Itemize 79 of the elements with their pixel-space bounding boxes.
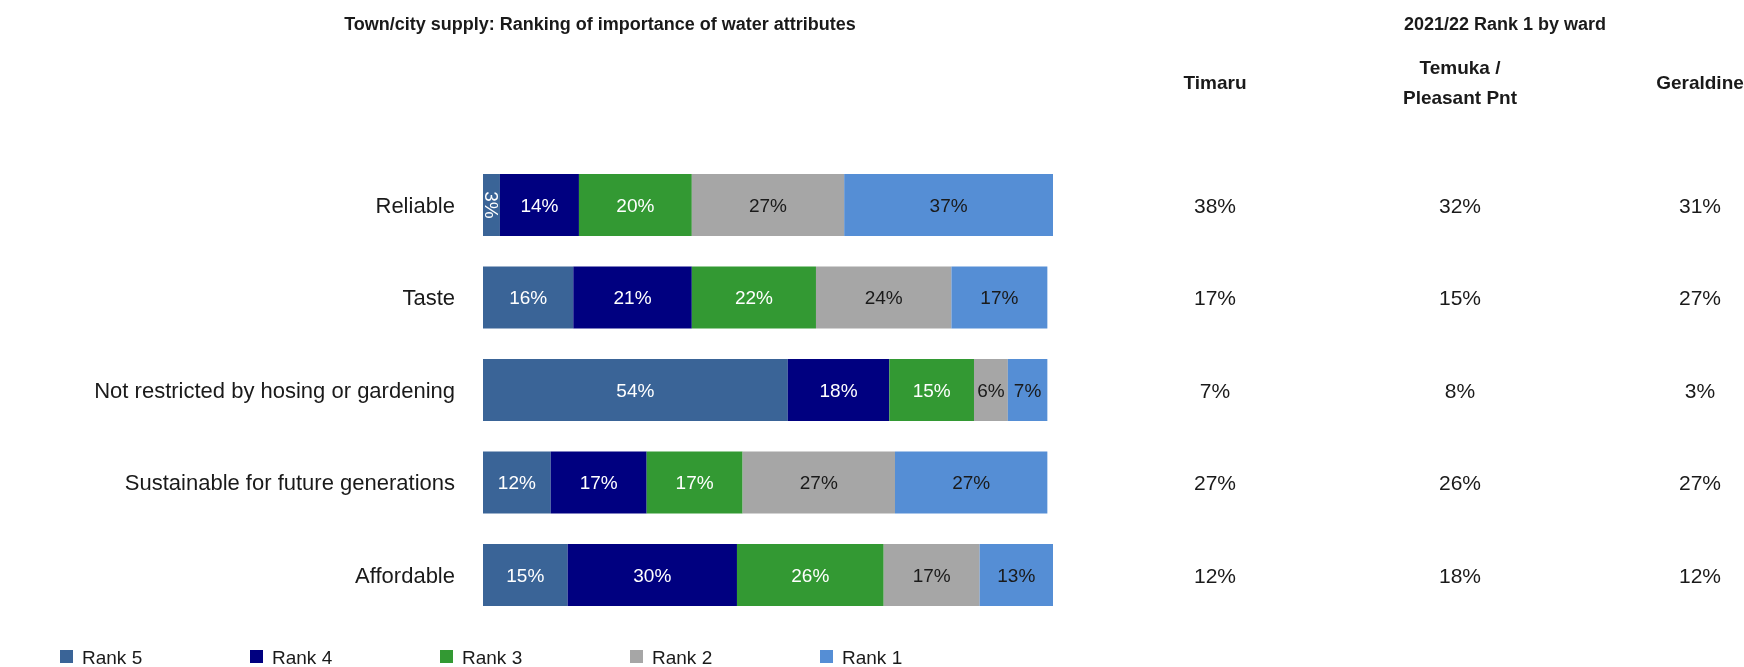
y-tick-label: Affordable [355, 562, 455, 588]
bar [691, 266, 816, 329]
data-label: 15% [912, 379, 951, 401]
data-label: 18% [819, 379, 858, 401]
y-tick-label: Reliable [375, 192, 455, 218]
data-label: 7% [1013, 379, 1042, 401]
data-label: 14% [520, 194, 559, 216]
data-label: 13% [997, 564, 1036, 586]
data-label: 20% [616, 194, 655, 216]
bar [691, 174, 845, 236]
bar [787, 359, 890, 421]
category-label: Geraldine [1656, 71, 1744, 93]
bar [883, 544, 980, 606]
bar [1007, 359, 1048, 421]
data-label: 30% [633, 564, 672, 586]
text: 38% [1193, 193, 1237, 217]
legend-label: Rank 4 [272, 646, 333, 667]
data-label: 22% [734, 287, 774, 308]
data-label: 17% [980, 287, 1019, 308]
data-label: 26% [791, 564, 830, 586]
y-tick-label: Not restricted by hosing or gardening [94, 377, 455, 403]
text: 12% [1678, 563, 1722, 587]
text: 17% [1193, 286, 1237, 309]
bar [844, 174, 1053, 236]
text: 2021/22 Rank 1 by ward [1403, 14, 1607, 34]
text: 32% [1438, 193, 1482, 217]
bar [578, 174, 692, 236]
bar [646, 451, 743, 514]
data-label: 27% [799, 472, 838, 493]
data-label: 17% [579, 472, 618, 493]
bar [550, 451, 647, 514]
y-tick-label: Sustainable for future generations [124, 470, 455, 495]
legend-label: Rank 3 [462, 646, 523, 667]
bar [742, 451, 895, 514]
bar [979, 544, 1053, 606]
data-label: 54% [616, 379, 655, 401]
bar [894, 451, 1048, 514]
text: 15% [1438, 286, 1482, 309]
text: 31% [1678, 193, 1722, 217]
y-tick-label: Taste [402, 285, 455, 310]
data-label: 6% [977, 379, 1005, 401]
bar [573, 266, 692, 329]
data-label: 17% [675, 472, 714, 493]
bar [483, 451, 551, 514]
data-label: 37% [929, 194, 968, 216]
text: 18% [1438, 563, 1482, 587]
bar [483, 266, 574, 329]
bar [499, 174, 579, 236]
bar [889, 359, 974, 421]
bar [483, 544, 568, 606]
text: 27% [1678, 286, 1722, 309]
data-label: 24% [864, 287, 903, 308]
text: 3% [1684, 378, 1716, 402]
text: 12% [1193, 563, 1237, 587]
text: 27% [1193, 471, 1237, 494]
bar [951, 266, 1048, 329]
data-label: 21% [613, 287, 652, 308]
bar [815, 266, 952, 329]
bar [567, 544, 737, 606]
text: 27% [1678, 471, 1722, 494]
bar [483, 359, 788, 421]
data-label: 16% [509, 287, 548, 308]
data-label: 3% [480, 191, 502, 219]
bar [973, 359, 1008, 421]
category-label: Temuka / Pleasant Pnt [1402, 56, 1518, 108]
data-label: 12% [497, 472, 536, 493]
data-label: 15% [506, 564, 545, 586]
legend-label: Rank 2 [652, 646, 713, 667]
bar [736, 544, 884, 606]
category-label: Timaru [1183, 71, 1247, 93]
legend-label: Rank 1 [842, 646, 903, 667]
data-label: 27% [748, 194, 788, 216]
data-label: 27% [952, 472, 991, 493]
text: 8% [1444, 378, 1476, 402]
text: 26% [1438, 471, 1482, 494]
legend-label: Rank 5 [82, 646, 143, 667]
text: 7% [1199, 378, 1231, 402]
data-label: 17% [912, 564, 951, 586]
chart-title: Town/city supply: Ranking of importance of water attributes [344, 14, 856, 34]
